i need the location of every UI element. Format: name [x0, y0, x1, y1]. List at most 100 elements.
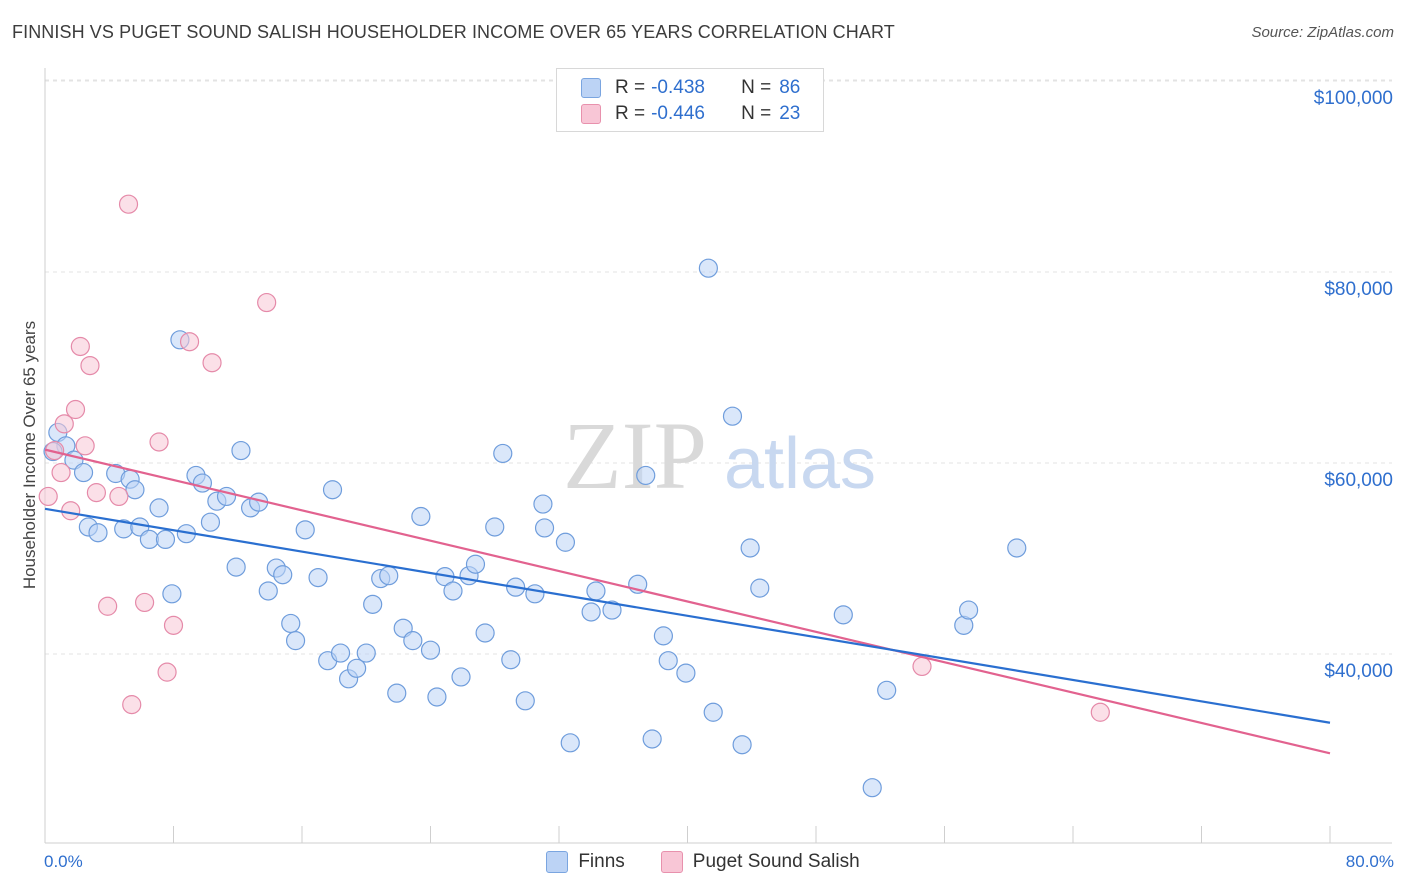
y-tick-label: $100,000 [1314, 88, 1393, 109]
salish-point [1090, 702, 1110, 722]
r-value: -0.438 [651, 77, 705, 98]
finns-point [501, 650, 521, 670]
finns-point [451, 667, 471, 687]
finns-point [387, 683, 407, 703]
correlation-legend: R = -0.438 N = 86 R = -0.446 N = 23 [556, 68, 824, 132]
finns-point [125, 480, 145, 500]
finns-point [560, 733, 580, 753]
salish-point [61, 501, 81, 521]
legend-row-salish: R = -0.446 N = 23 [581, 101, 800, 127]
y-tick-label: $80,000 [1324, 279, 1393, 300]
salish-point [179, 332, 200, 352]
finns-point [581, 602, 601, 622]
salish-points [38, 194, 1110, 722]
y-tick-label: $40,000 [1324, 661, 1393, 682]
salish-point [75, 436, 95, 456]
finns-point [515, 691, 535, 711]
finns-point [586, 581, 606, 601]
finns-trend-line [44, 507, 1331, 724]
n-label: N = [741, 103, 772, 124]
salish-point [157, 662, 177, 682]
finns-point [534, 518, 555, 538]
salish-trend-line [44, 448, 1331, 755]
salish-point [912, 656, 932, 677]
finns-point [330, 643, 351, 663]
finns-point [465, 554, 486, 574]
finns-point [722, 406, 743, 426]
salish-point [109, 486, 129, 507]
gridlines [45, 79, 1392, 655]
finns-point [139, 529, 160, 550]
salish-point [86, 483, 107, 503]
finns-point [226, 557, 246, 577]
x-tick-label-max: 80.0% [1345, 852, 1394, 871]
finns-point [555, 532, 576, 552]
finns-point [642, 729, 662, 749]
salish-point [98, 596, 118, 616]
finns-point [602, 600, 622, 620]
salish-point [54, 414, 74, 434]
n-label: N = [741, 77, 772, 98]
finns-point [833, 605, 853, 625]
finns-point [295, 520, 315, 540]
finns-point [322, 480, 343, 500]
salish-point [202, 353, 222, 373]
finns-point [636, 465, 656, 486]
finns-point [740, 538, 760, 558]
salish-swatch [660, 851, 683, 873]
legend-item-finns[interactable]: Finns [546, 851, 625, 873]
y-tick-labels: $40,000 $60,000 $80,000 $100,000 [1314, 88, 1393, 682]
salish-point [80, 355, 100, 376]
finns-point [281, 613, 301, 634]
n-value: 23 [779, 103, 801, 124]
watermark: ZIP atlas [563, 402, 876, 509]
finns-swatch [546, 851, 569, 873]
finns-point [73, 462, 94, 483]
finns-point [493, 443, 513, 464]
n-value: 86 [779, 77, 801, 98]
r-value: -0.446 [651, 103, 705, 124]
salish-point [118, 194, 139, 214]
finns-point [231, 440, 251, 461]
finns-point [698, 258, 718, 278]
finns-point [258, 581, 278, 601]
finns-point [703, 702, 723, 722]
finns-point [443, 581, 463, 601]
finns-point [162, 584, 182, 604]
finns-point [750, 578, 770, 598]
finns-point [363, 594, 383, 614]
finns-point [525, 584, 545, 604]
finns-point [1007, 538, 1027, 558]
finns-points [43, 258, 1027, 798]
finns-point [155, 529, 176, 550]
finns-point [732, 735, 752, 755]
finns-point [676, 663, 696, 683]
legend-item-salish[interactable]: Puget Sound Salish [660, 851, 860, 873]
salish-point [149, 432, 169, 452]
y-tick-label: $60,000 [1324, 470, 1393, 491]
finns-point [379, 566, 399, 586]
r-label: R = [615, 77, 646, 98]
finns-point [427, 687, 447, 707]
chart-title: FINNISH VS PUGET SOUND SALISH HOUSEHOLDE… [12, 22, 895, 42]
salish-point [38, 486, 58, 507]
finns-point [285, 631, 306, 651]
finns-point [877, 680, 897, 700]
salish-point [134, 592, 155, 613]
trend-lines [44, 448, 1331, 755]
salish-point [70, 336, 90, 357]
watermark-zip: ZIP [563, 402, 707, 509]
legend-row-finns: R = -0.438 N = 86 [581, 75, 800, 101]
salish-swatch [581, 104, 601, 124]
finns-point [149, 498, 169, 518]
salish-point [163, 615, 184, 635]
source-label: Source: ZipAtlas.com [1251, 24, 1394, 41]
finns-point [958, 600, 979, 620]
finns-point [485, 517, 505, 537]
finns-point [533, 494, 553, 514]
finns-point [420, 640, 441, 660]
finns-point [200, 512, 221, 532]
finns-point [347, 658, 367, 678]
finns-point [273, 565, 293, 585]
